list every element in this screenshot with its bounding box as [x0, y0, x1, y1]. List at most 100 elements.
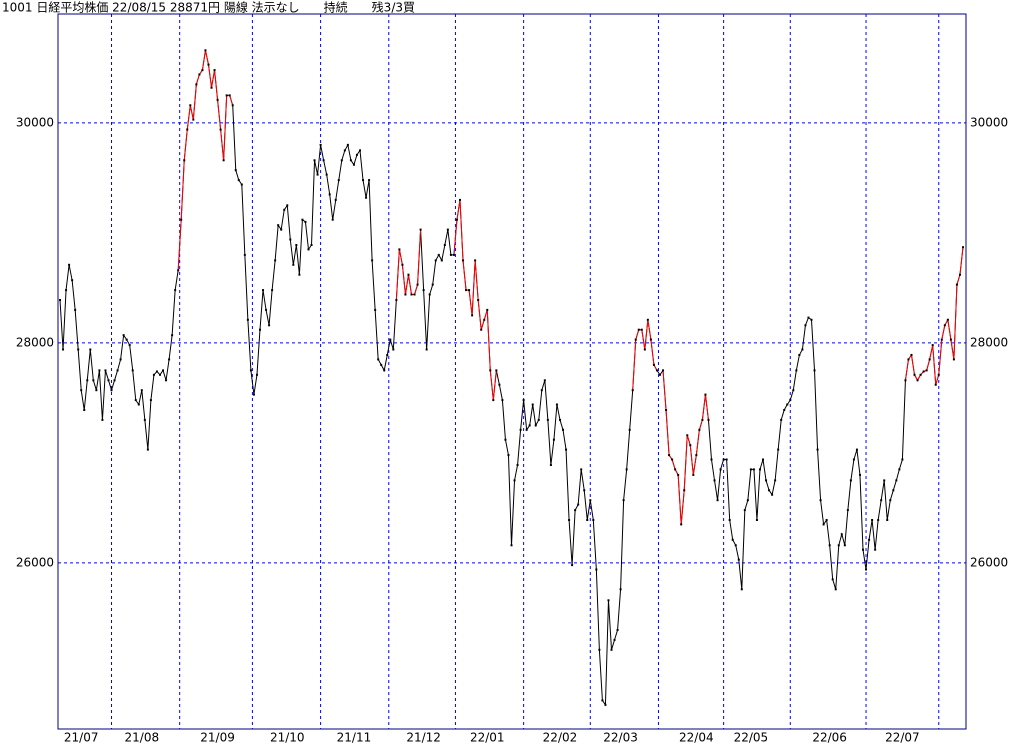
price-point: [428, 293, 431, 296]
price-point: [434, 259, 437, 262]
price-point: [689, 444, 692, 447]
price-point: [668, 454, 671, 457]
price-point: [231, 104, 234, 107]
price-point: [680, 523, 683, 526]
price-point: [71, 279, 74, 282]
price-point: [101, 418, 104, 421]
price-point: [416, 283, 419, 286]
y-tick-label-right: 26000: [970, 555, 1008, 569]
x-tick-label: 22/01: [470, 731, 505, 745]
price-point: [498, 383, 501, 386]
price-point: [283, 208, 286, 211]
x-tick-label: 22/06: [812, 731, 847, 745]
price-point: [483, 318, 486, 321]
price-point: [937, 373, 940, 376]
price-point: [122, 334, 125, 337]
price-point: [710, 458, 713, 461]
price-point: [558, 418, 561, 421]
price-point: [422, 289, 425, 292]
price-point: [334, 198, 337, 201]
y-tick-label-right: 30000: [970, 115, 1008, 129]
price-point: [392, 348, 395, 351]
x-tick-label: 21/07: [64, 731, 99, 745]
price-point: [458, 198, 461, 201]
price-point: [534, 424, 537, 427]
price-point: [855, 448, 858, 451]
price-point: [174, 289, 177, 292]
price-point: [910, 354, 913, 356]
price-point: [825, 519, 828, 521]
price-point: [313, 159, 316, 162]
price-point: [649, 338, 652, 341]
price-point: [419, 228, 422, 231]
price-point: [319, 143, 322, 146]
price-point: [531, 403, 534, 406]
price-point: [219, 128, 222, 131]
price-point: [740, 588, 743, 591]
price-point: [555, 403, 558, 406]
price-point: [343, 149, 346, 152]
x-tick-label: 21/08: [125, 731, 160, 745]
price-point: [725, 458, 728, 461]
price-point: [292, 263, 295, 266]
price-point: [958, 273, 961, 276]
price-point: [901, 458, 904, 461]
plot-frame: [57, 13, 967, 730]
price-point: [919, 373, 922, 376]
price-point: [104, 369, 107, 372]
price-point: [728, 519, 731, 521]
price-point: [325, 173, 328, 176]
price-point: [574, 509, 577, 512]
price-point: [198, 73, 201, 76]
price-point: [886, 519, 889, 521]
price-point: [358, 149, 361, 152]
price-point: [537, 418, 540, 421]
price-point: [228, 94, 231, 97]
x-tick-label: 22/04: [679, 731, 714, 745]
price-point: [504, 438, 507, 441]
price-point: [934, 383, 937, 386]
price-point: [183, 159, 186, 162]
price-point: [237, 179, 240, 182]
price-point: [331, 218, 334, 221]
price-point: [155, 370, 158, 373]
price-point: [701, 418, 704, 421]
price-point: [840, 533, 843, 536]
price-point: [868, 538, 871, 541]
price-point: [446, 228, 449, 231]
price-point: [662, 369, 665, 372]
price-point: [516, 464, 519, 466]
price-point: [222, 159, 225, 162]
price-point: [646, 318, 649, 321]
price-point: [928, 358, 931, 361]
price-point: [613, 638, 616, 641]
price-point: [477, 299, 480, 301]
price-point: [731, 538, 734, 541]
price-point: [65, 289, 68, 292]
price-point: [580, 468, 583, 471]
price-point: [365, 196, 368, 199]
price-point: [89, 348, 92, 351]
price-point: [143, 418, 146, 421]
price-point: [95, 389, 98, 392]
price-point: [816, 448, 819, 451]
price-point: [898, 468, 901, 471]
price-point: [213, 69, 216, 72]
price-point: [895, 479, 898, 482]
price-point: [865, 568, 868, 571]
price-point: [443, 244, 446, 246]
price-point: [77, 348, 80, 351]
price-point: [962, 246, 964, 249]
price-point: [322, 159, 325, 162]
price-point: [258, 328, 261, 331]
price-point: [758, 468, 761, 471]
price-point: [871, 519, 874, 521]
price-point: [501, 399, 504, 402]
price-point: [658, 373, 661, 376]
price-point: [280, 228, 283, 231]
price-point: [640, 328, 643, 331]
price-point: [716, 499, 719, 502]
price-point: [289, 238, 292, 241]
x-tick-label: 22/05: [734, 731, 769, 745]
